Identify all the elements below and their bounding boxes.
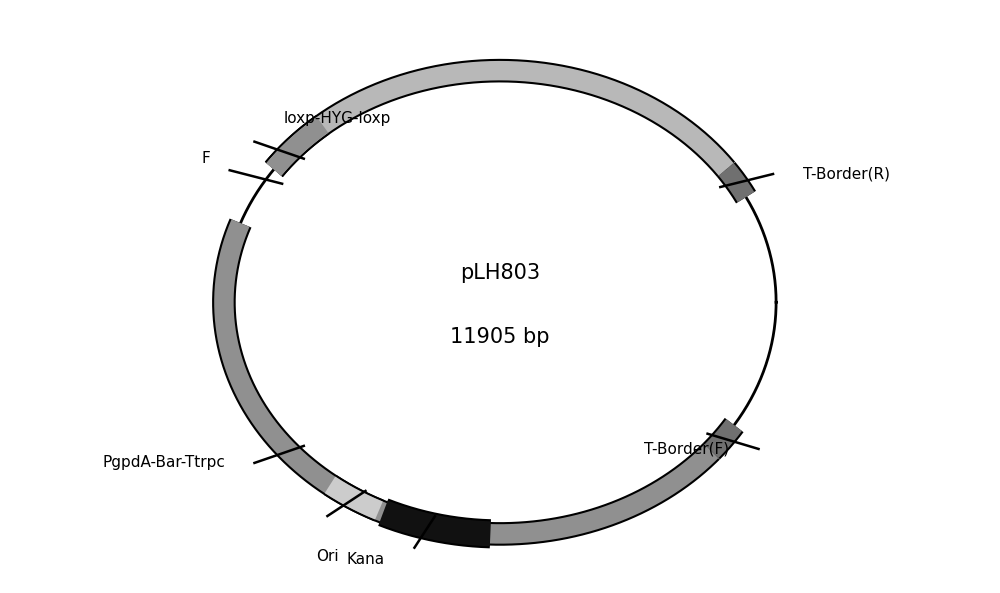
Text: Kana: Kana [347,551,385,567]
Text: Ori: Ori [316,549,339,564]
Text: F: F [201,151,210,166]
Text: T-Border(R): T-Border(R) [803,167,890,181]
Text: T-Border(F): T-Border(F) [644,441,729,457]
Text: loxp-HYG-loxp: loxp-HYG-loxp [284,111,391,126]
Text: PgpdA-Bar-Ttrpc: PgpdA-Bar-Ttrpc [102,455,225,470]
Text: pLH803: pLH803 [460,263,540,283]
Text: 11905 bp: 11905 bp [450,327,550,347]
